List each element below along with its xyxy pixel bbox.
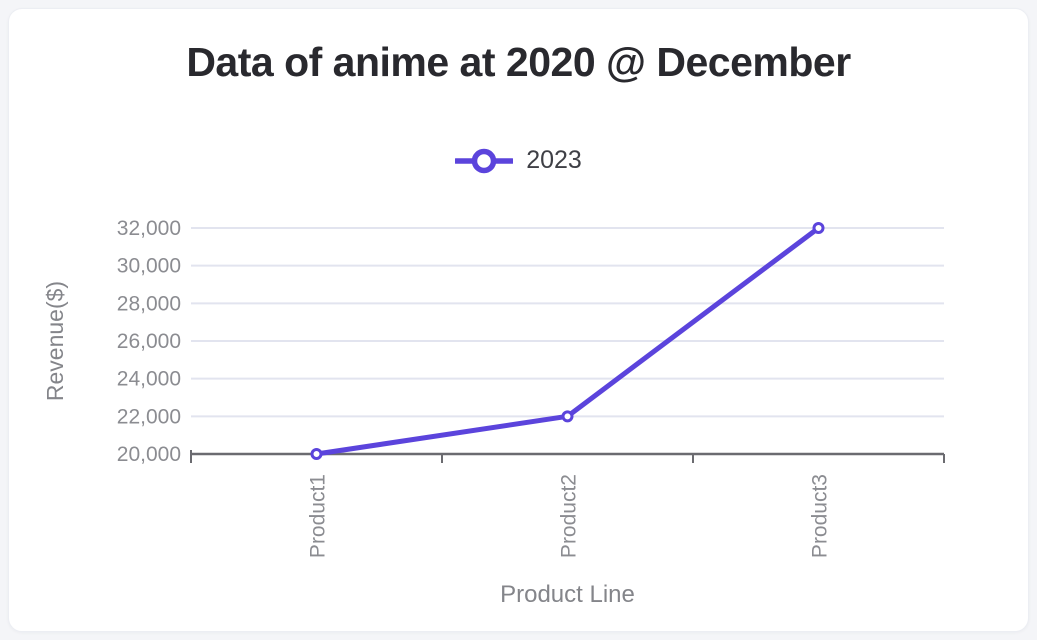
chart-card: Data of anime at 2020 @ December 2023 20… [8, 8, 1029, 632]
legend-series-label: 2023 [526, 146, 582, 174]
y-tick-label: 28,000 [117, 292, 181, 315]
x-tick-label: Product2 [558, 474, 581, 558]
y-tick-label: 24,000 [117, 368, 181, 391]
revenue-line-chart: 20,000 22,000 24,000 26,000 28,000 30,000 32,0… [42, 217, 945, 608]
y-tick-label: 32,000 [117, 217, 181, 240]
y-tick-label: 20,000 [117, 443, 181, 466]
legend-item-2023[interactable]: 2023 [455, 146, 582, 175]
x-axis-title: Product Line [500, 581, 635, 608]
y-tick-label: 26,000 [117, 330, 181, 353]
y-tick-label: 30,000 [117, 255, 181, 278]
y-axis-title: Revenue($) [42, 281, 68, 401]
x-tick-label: Product1 [307, 474, 330, 558]
data-point[interactable] [310, 448, 323, 460]
chart-title: Data of anime at 2020 @ December [186, 39, 851, 85]
x-tick-label: Product3 [809, 474, 832, 558]
data-point[interactable] [812, 222, 825, 234]
data-point[interactable] [561, 410, 574, 423]
legend: 2023 [9, 146, 1028, 175]
line-dot-marker-icon [455, 147, 514, 175]
y-tick-label: 22,000 [117, 405, 181, 428]
